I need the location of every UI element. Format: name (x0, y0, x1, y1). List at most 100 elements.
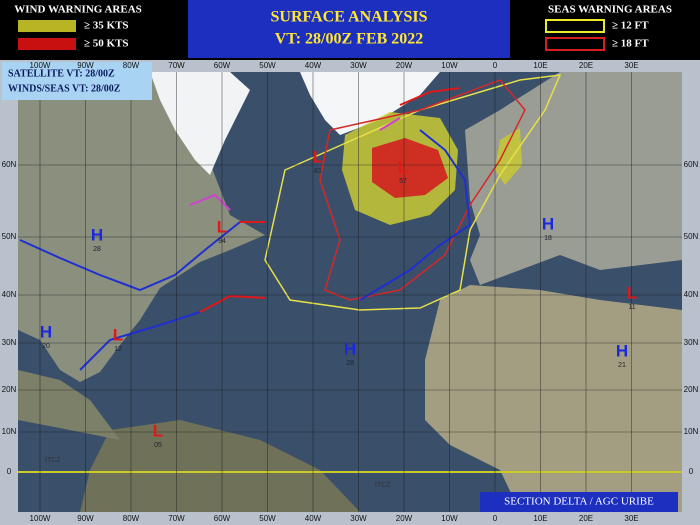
pressure-center-letter: H (616, 341, 628, 360)
greenland (300, 72, 440, 135)
lon-label-bottom: 90W (77, 514, 94, 523)
title: SURFACE ANALYSIS (271, 9, 428, 26)
itcz-label: ITCZ (45, 457, 61, 464)
lon-label-bottom: 50W (259, 514, 276, 523)
itcz-label: ITCZ (375, 482, 391, 489)
wind-50-swatch (18, 38, 76, 50)
occluded-front-2 (189, 193, 231, 211)
title-box (188, 0, 510, 58)
lat-label-left: 30N (2, 338, 17, 347)
warm-front-2 (199, 294, 266, 313)
seas-12-label: ≥ 12 FT (612, 20, 649, 32)
valid-time: VT: 28/00Z FEB 2022 (275, 31, 424, 48)
lon-label-top: 70W (168, 61, 185, 70)
seas-legend-title: SEAS WARNING AREAS (548, 4, 672, 16)
lon-label-top: 10E (533, 61, 547, 70)
seas-12-swatch (545, 19, 605, 33)
pressure-center-letter: L (153, 421, 163, 440)
cold-front (19, 221, 241, 292)
lon-label-top: 0 (493, 61, 498, 70)
lon-label-bottom: 30E (624, 514, 638, 523)
info-box (2, 62, 152, 100)
cold-front-3 (359, 129, 472, 301)
pressure-center-value: 05 (154, 442, 162, 449)
wind-35-swatch (18, 20, 76, 32)
lon-label-top: 10W (441, 61, 458, 70)
warm-front-3 (399, 87, 461, 106)
pressure-center-letter: L (398, 157, 408, 176)
lat-label-right: 50N (684, 232, 699, 241)
lon-label-top: 60W (214, 61, 231, 70)
lon-label-bottom: 10W (441, 514, 458, 523)
seas-18ft (319, 79, 526, 301)
pressure-center-value: 12 (114, 346, 122, 353)
lat-label-left: 0 (7, 467, 12, 476)
lon-label-top: 80W (123, 61, 140, 70)
pressure-center-letter: L (313, 147, 323, 166)
pressure-center-value: 18 (544, 235, 552, 242)
credit-box (480, 492, 678, 512)
africa (425, 285, 682, 512)
lat-label-right: 60N (684, 160, 699, 169)
lon-label-top: 90W (77, 61, 94, 70)
pressure-center-value: 11 (628, 304, 635, 311)
pressure-center-value: 81 (314, 168, 322, 175)
seas-18-label: ≥ 18 FT (612, 38, 649, 50)
wind-legend-title: WIND WARNING AREAS (14, 4, 142, 16)
lon-label-bottom: 40W (305, 514, 322, 523)
pressure-center-letter: H (91, 225, 103, 244)
lat-label-right: 0 (689, 467, 694, 476)
lon-label-top: 50W (259, 61, 276, 70)
wind-50-label: ≥ 50 KTS (84, 38, 129, 50)
lat-label-left: 10N (2, 427, 17, 436)
lon-label-bottom: 60W (214, 514, 231, 523)
seas-12ft (264, 74, 562, 311)
cold-front-2 (79, 311, 201, 371)
pressure-center-letter: H (40, 322, 52, 341)
lat-label-left: 60N (2, 160, 17, 169)
lon-label-bottom: 10E (533, 514, 547, 523)
europe (465, 72, 682, 285)
lon-label-top: 20E (579, 61, 593, 70)
pressure-center-value: 21 (618, 362, 626, 369)
seas-18-swatch (545, 37, 605, 51)
pressure-center-letter: L (217, 217, 227, 236)
lon-label-top: 20W (396, 61, 413, 70)
south-america (80, 420, 360, 512)
lon-label-top: 40W (305, 61, 322, 70)
pressure-center-letter: L (627, 283, 637, 302)
lon-label-bottom: 30W (350, 514, 367, 523)
credit: SECTION DELTA / AGC URIBE (504, 496, 654, 508)
lon-label-bottom: 0 (493, 514, 498, 523)
lat-label-right: 20N (684, 385, 699, 394)
lat-label-right: 40N (684, 290, 699, 299)
lon-label-top: 30W (350, 61, 367, 70)
pressure-center-letter: H (344, 339, 356, 358)
storm-area (372, 138, 448, 198)
lat-label-left: 20N (2, 385, 17, 394)
wind-35-label: ≥ 35 KTS (84, 20, 129, 32)
lon-label-bottom: 100W (30, 514, 51, 523)
lat-label-left: 40N (2, 290, 17, 299)
canada-snow (150, 72, 250, 175)
pressure-center-value: 28 (93, 246, 101, 253)
occluded-front (379, 117, 401, 131)
pressure-center-value: 57 (399, 178, 407, 185)
lat-label-left: 50N (2, 232, 17, 241)
winds-seas-time: WINDS/SEAS VT: 28/00Z (8, 83, 121, 94)
lon-label-bottom: 20E (579, 514, 593, 523)
pressure-center-value: 28 (346, 360, 354, 367)
satellite-time: SATELLITE VT: 28/00Z (8, 68, 115, 79)
lon-label-top: 30E (624, 61, 638, 70)
gale-area-2 (495, 128, 522, 185)
pressure-center-value: 94 (218, 238, 226, 245)
central-america (18, 370, 120, 440)
lon-label-top: 100W (30, 61, 51, 70)
pressure-center-letter: H (542, 214, 554, 233)
lon-label-bottom: 80W (123, 514, 140, 523)
pressure-center-value: 20 (42, 343, 50, 350)
pressure-center-letter: L (113, 325, 123, 344)
lat-label-right: 30N (684, 338, 699, 347)
